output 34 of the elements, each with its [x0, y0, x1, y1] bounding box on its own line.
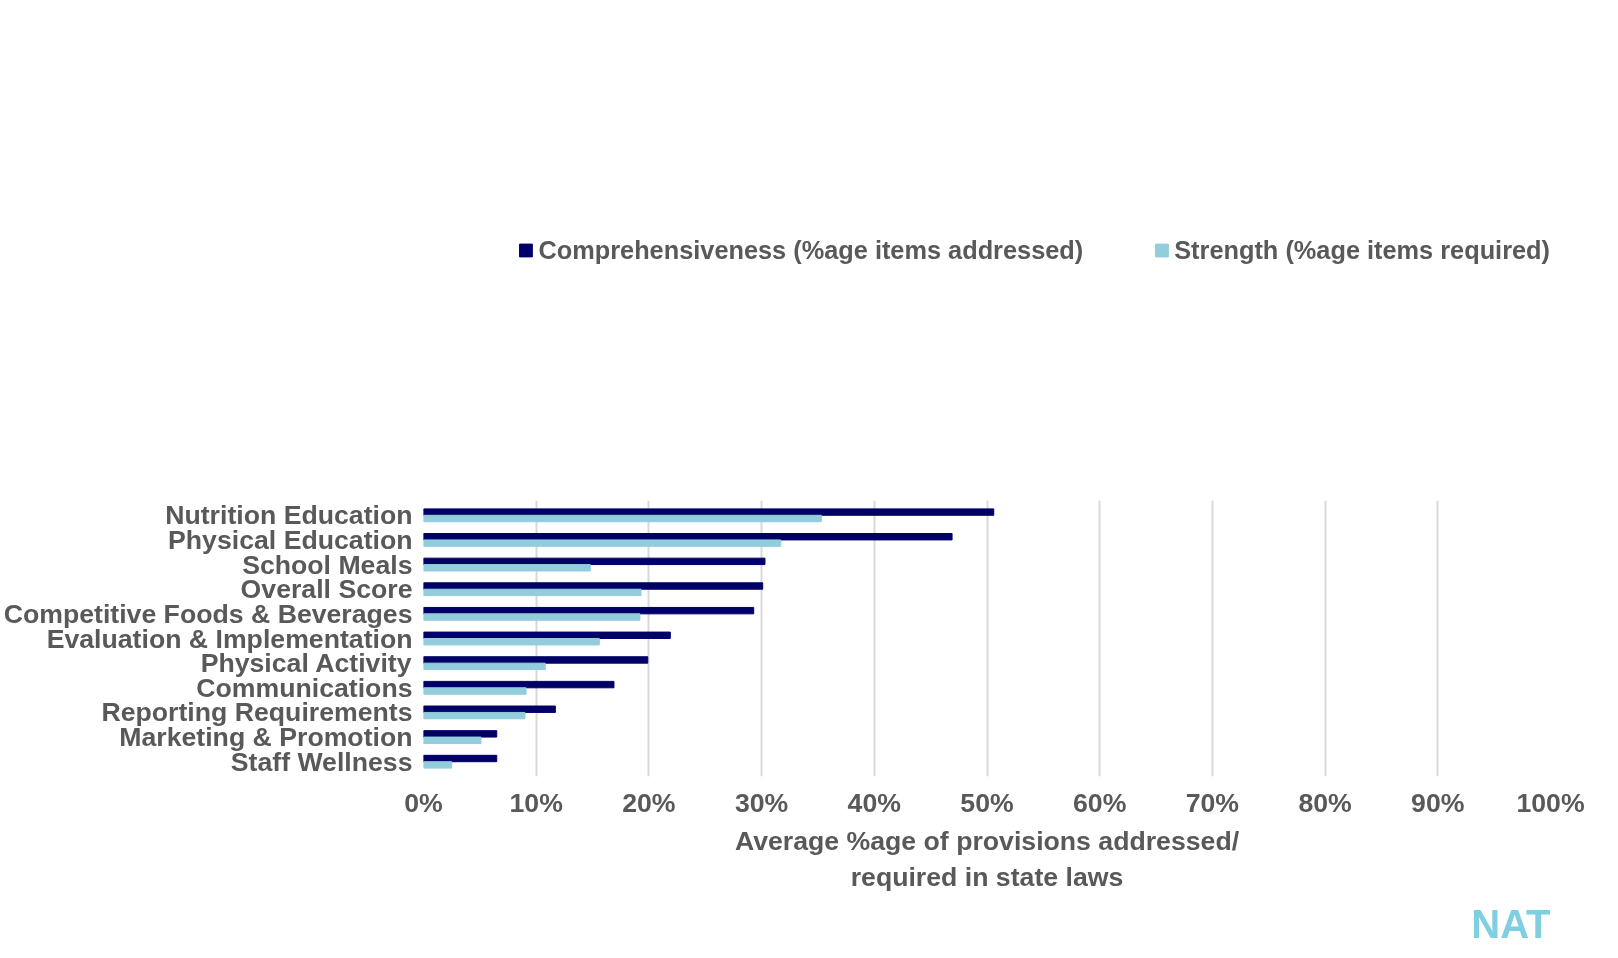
x-tick-label: 50% — [960, 787, 1014, 818]
x-tick-label: 70% — [1185, 787, 1240, 818]
x-tick-label: 100% — [1516, 787, 1585, 818]
legend-label: Comprehensiveness (%age items addressed) — [538, 235, 1084, 265]
x-tick-label: 10% — [509, 787, 563, 818]
bar — [423, 711, 526, 720]
x-tick-label: 90% — [1411, 787, 1465, 818]
bar — [423, 533, 953, 541]
bar — [423, 736, 482, 744]
bar — [423, 613, 641, 621]
bar — [423, 606, 755, 615]
x-tick-label: 60% — [1073, 787, 1127, 818]
bar — [423, 638, 600, 646]
x-tick-label: 80% — [1298, 787, 1352, 818]
bar — [423, 687, 527, 695]
x-tick-label: 20% — [622, 787, 676, 818]
bar — [423, 582, 764, 590]
bar — [423, 705, 556, 713]
x-axis-title: Average %age of provisions addressed/ required in state laws — [734, 825, 1240, 892]
bar — [423, 631, 671, 639]
bar — [423, 564, 591, 572]
bar — [423, 761, 453, 769]
bar — [423, 508, 995, 516]
x-tick-label: 40% — [847, 787, 901, 818]
bar — [423, 539, 782, 547]
bar — [423, 656, 649, 664]
y-tick-label: Reporting Requirements — [101, 697, 413, 728]
legend-label: Strength (%age items required) — [1174, 235, 1550, 265]
bar — [423, 514, 822, 523]
text: NAT — [1471, 901, 1551, 946]
bar — [423, 662, 546, 671]
x-tick-label: 30% — [734, 787, 789, 818]
x-tick-label: 0% — [404, 787, 443, 818]
bar — [423, 588, 642, 597]
